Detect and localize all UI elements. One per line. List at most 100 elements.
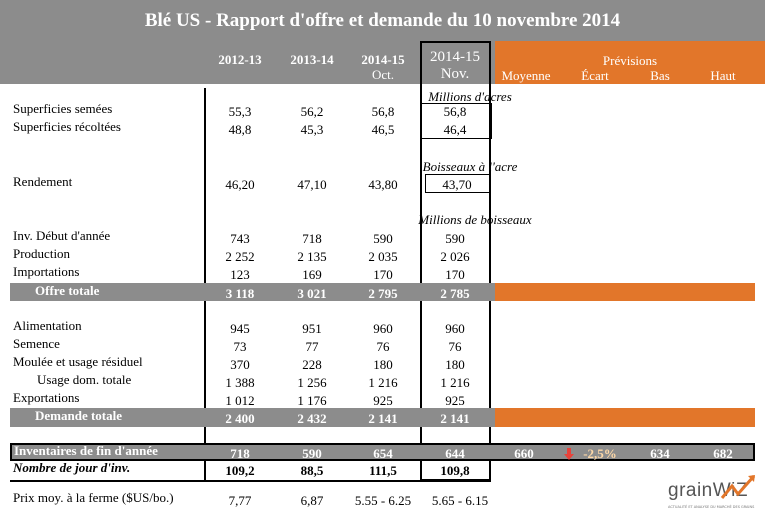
cell-semence-2012: 73 (233, 339, 247, 354)
label-divider (204, 88, 206, 449)
cell-exportations-2012: 1 012 (225, 393, 255, 408)
header-grey-band (0, 41, 495, 84)
cell-usagedom-nov: 1 216 (440, 375, 470, 390)
cell-importations-2012: 123 (230, 267, 250, 282)
cell-production-2012: 2 252 (225, 249, 255, 264)
cell-offre-oct: 2 795 (368, 286, 398, 301)
cell-offre-2013: 3 021 (297, 286, 327, 301)
cell-semees-2013: 56,2 (300, 104, 324, 119)
col-header-2014-15-nov: 2014-15 (430, 49, 480, 65)
nov-yield-box (425, 174, 491, 193)
cell-usagedom-2012: 1 388 (225, 375, 255, 390)
row-label-semence: Semence (13, 336, 60, 351)
logo-text-grain: grain (668, 480, 713, 501)
cell-importations-nov: 170 (445, 267, 465, 282)
cell-alimentation-2012: 945 (230, 321, 250, 336)
cell-production-nov: 2 026 (440, 249, 470, 264)
cell-demande-2012: 2 400 (225, 411, 255, 426)
cell-invfin-oct: 654 (373, 446, 393, 461)
cell-demande-oct: 2 141 (368, 411, 398, 426)
cell-invfin-2013: 590 (302, 446, 322, 461)
offre-totale-band (10, 283, 495, 301)
cell-alimentation-2013: 951 (302, 321, 322, 336)
cell-demande-2013: 2 432 (297, 411, 327, 426)
col-header-nov: Nov. (440, 66, 470, 82)
cell-invdebut-2012: 743 (230, 231, 250, 246)
cell-invfin-ecart: -2,5% (583, 446, 617, 461)
cell-semence-nov: 76 (448, 339, 462, 354)
cell-invdebut-2013: 718 (302, 231, 322, 246)
forecast-ecart: Écart (581, 68, 609, 83)
unit-acres: Millions d'acres (428, 89, 512, 104)
cell-exportations-oct: 925 (373, 393, 393, 408)
logo-arrow-icon (720, 475, 756, 499)
row-label-inv-debut: Inv. Début d'année (13, 228, 111, 243)
cell-production-oct: 2 035 (368, 249, 398, 264)
cell-invfin-moyenne: 660 (514, 446, 534, 461)
row-label-importations: Importations (13, 264, 80, 279)
unit-bushels-per-acre: Boisseaux à l'acre (422, 159, 518, 174)
row-label-rendement: Rendement (13, 174, 73, 189)
cell-importations-oct: 170 (373, 267, 393, 282)
col-header-2014-15-oct: 2014-15 (361, 52, 405, 67)
row-label-offre-totale: Offre totale (35, 283, 100, 298)
cell-prix-nov: 5.65 - 6.15 (431, 493, 489, 508)
unit-bushels: Millions de boisseaux (418, 212, 532, 227)
cell-moulee-nov: 180 (445, 357, 465, 372)
cell-semees-nov: 56,8 (443, 104, 467, 119)
cell-recoltees-2013: 45,3 (300, 122, 324, 137)
cell-semees-2012: 55,3 (228, 104, 252, 119)
cell-invfin-haut: 682 (713, 446, 733, 461)
report-title: Blé US - Rapport d'offre et demande du 1… (0, 0, 765, 41)
cell-prix-2013: 6,87 (300, 493, 324, 508)
cell-prix-oct: 5.55 - 6.25 (354, 493, 412, 508)
cell-invfin-2012: 718 (230, 446, 250, 461)
cell-exportations-nov: 925 (445, 393, 465, 408)
cell-moulee-2012: 370 (230, 357, 250, 372)
row-label-usage-dom: Usage dom. totale (37, 372, 132, 387)
row-label-inventaires-fin: Inventaires de fin d'année (14, 443, 158, 458)
row-label-exportations: Exportations (13, 390, 80, 405)
cell-moulee-oct: 180 (373, 357, 393, 372)
offre-totale-orange (495, 283, 755, 301)
forecast-bas: Bas (650, 68, 670, 83)
cell-recoltees-2012: 48,8 (228, 122, 252, 137)
col-header-oct: Oct. (371, 67, 395, 82)
row-label-superficies-semees: Superficies semées (13, 101, 113, 116)
cell-jour-2013: 88,5 (300, 463, 324, 478)
row-label-superficies-recoltees: Superficies récoltées (13, 119, 121, 134)
forecast-moyenne: Moyenne (501, 68, 551, 83)
cell-invdebut-nov: 590 (445, 231, 465, 246)
cell-rendement-2012: 46,20 (225, 177, 255, 192)
row-label-moulee: Moulée et usage résiduel (13, 354, 143, 369)
cell-semence-2013: 77 (305, 339, 319, 354)
cell-prix-2012: 7,77 (228, 493, 252, 508)
cell-moulee-2013: 228 (302, 357, 322, 372)
nov-acres-box (420, 103, 492, 139)
row-label-production: Production (13, 246, 71, 261)
cell-rendement-2013: 47,10 (297, 177, 327, 192)
cell-production-2013: 2 135 (297, 249, 327, 264)
row-label-prix: Prix moy. à la ferme ($US/bo.) (13, 490, 174, 505)
row-label-demande-totale: Demande totale (35, 408, 123, 423)
cell-alimentation-nov: 960 (445, 321, 465, 336)
label-divider-lower (204, 459, 206, 481)
demande-totale-band (10, 408, 495, 427)
row-label-nombre-jour: Nombre de jour d'inv. (13, 460, 131, 475)
cell-jour-oct: 111,5 (369, 463, 397, 478)
cell-invfin-nov: 644 (445, 446, 465, 461)
cell-alimentation-oct: 960 (373, 321, 393, 336)
cell-jour-2012: 109,2 (225, 463, 255, 478)
cell-importations-2013: 169 (302, 267, 322, 282)
cell-offre-2012: 3 118 (225, 286, 255, 301)
grainwiz-logo: grainWiZ ACTUALITÉ ET ANALYSE DU MARCHÉ … (668, 474, 763, 518)
logo-tagline: ACTUALITÉ ET ANALYSE DU MARCHÉ DES GRAIN… (668, 505, 755, 509)
cell-jour-nov: 109,8 (440, 463, 470, 478)
cell-invfin-bas: 634 (650, 446, 670, 461)
cell-usagedom-2013: 1 256 (297, 375, 327, 390)
cell-offre-nov: 2 785 (440, 286, 470, 301)
cell-semence-oct: 76 (376, 339, 390, 354)
cell-exportations-2013: 1 176 (297, 393, 327, 408)
header-orange-band (495, 41, 765, 84)
